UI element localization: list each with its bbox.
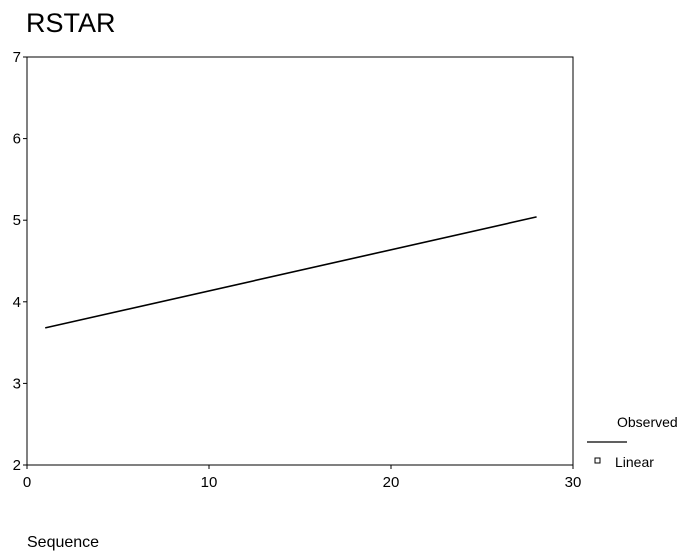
chart-title: RSTAR [26, 8, 116, 38]
x-axis-label: Sequence [27, 534, 99, 551]
y-tick-label: 6 [13, 131, 21, 148]
x-tick-label: 20 [383, 474, 400, 491]
legend-label-linear: Linear [615, 454, 654, 470]
series-line-observed [45, 216, 537, 329]
series-layer [45, 216, 537, 329]
y-tick-label: 5 [13, 212, 21, 229]
x-tick-label: 30 [565, 474, 582, 491]
legend: Observed Linear [587, 414, 678, 470]
legend-swatch-linear [594, 457, 601, 464]
y-tick-label: 7 [13, 49, 21, 66]
y-axis-ticks: 2 3 4 5 6 7 [13, 49, 27, 474]
x-tick-label: 10 [201, 474, 218, 491]
x-axis-ticks: 0 10 20 30 [23, 465, 582, 491]
plot-frame [26, 56, 574, 466]
y-tick-label: 4 [13, 294, 21, 311]
y-tick-label: 2 [13, 457, 21, 474]
y-tick-label: 3 [13, 375, 21, 392]
x-tick-label: 0 [23, 474, 31, 491]
legend-label-observed: Observed [617, 414, 678, 430]
